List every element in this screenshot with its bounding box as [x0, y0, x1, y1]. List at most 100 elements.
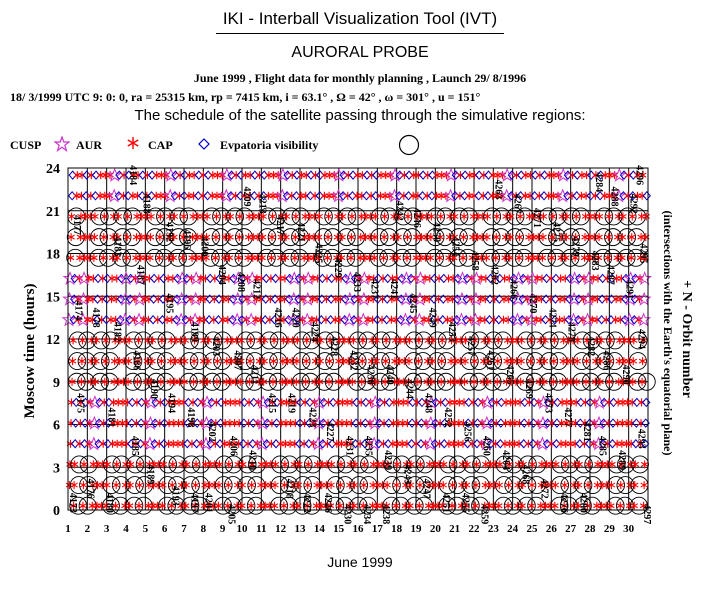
cusp-circle: [181, 476, 200, 495]
orbit-number-label: 4225: [312, 244, 323, 264]
cap-asterisk: [426, 253, 435, 262]
orbit-number-label: 4235: [363, 436, 374, 456]
cap-asterisk: [602, 315, 611, 324]
cap-asterisk: [360, 460, 369, 469]
cap-asterisk: [394, 398, 403, 407]
cap-asterisk: [246, 357, 254, 366]
cap-asterisk: [373, 501, 382, 510]
cap-asterisk: [570, 481, 578, 490]
cap-asterisk: [133, 212, 141, 221]
aur-star: [387, 188, 402, 203]
evpatoria-diamond: [404, 170, 414, 180]
cusp-circle: [482, 228, 501, 247]
cap-asterisk: [303, 481, 312, 490]
evpatoria-diamond: [552, 438, 561, 449]
cap-asterisk: [372, 377, 380, 386]
cap-asterisk: [349, 357, 357, 366]
cap-asterisk: [124, 357, 133, 366]
cap-asterisk: [505, 439, 514, 448]
evpatoria-diamond: [284, 294, 294, 304]
aur-star: [62, 291, 77, 306]
evpatoria-diamond: [103, 438, 113, 449]
cap-asterisk: [348, 377, 357, 386]
orbit-number-label: 4260: [481, 436, 492, 456]
cap-asterisk: [198, 419, 206, 428]
cap-asterisk: [492, 233, 501, 242]
cap-asterisk: [539, 233, 547, 242]
cap-asterisk: [618, 253, 626, 262]
cusp-circle: [202, 228, 221, 247]
evpatoria-diamond: [95, 397, 104, 408]
cap-asterisk: [260, 336, 269, 345]
aur-star: [118, 271, 134, 286]
cusp-circle: [517, 496, 536, 515]
cap-asterisk: [436, 233, 444, 242]
cap-asterisk: [250, 212, 258, 221]
cap-asterisk: [610, 171, 619, 180]
cap-asterisk: [90, 233, 99, 242]
cap-asterisk: [549, 377, 558, 386]
aur-star: [510, 291, 526, 306]
evpatoria-diamond: [599, 418, 608, 428]
cap-asterisk: [226, 398, 235, 407]
cusp-circle: [89, 248, 108, 267]
cap-asterisk: [533, 439, 542, 448]
cap-asterisk: [370, 253, 378, 262]
aur-star: [499, 188, 515, 203]
cap-asterisk: [438, 171, 446, 180]
cap-asterisk: [210, 315, 218, 324]
cap-asterisk: [538, 274, 546, 283]
evpatoria-diamond: [385, 397, 394, 408]
evpatoria-diamond: [451, 170, 460, 180]
cap-asterisk: [432, 191, 441, 200]
cap-asterisk: [507, 212, 515, 221]
cap-asterisk: [176, 171, 184, 180]
cusp-circle: [204, 331, 223, 350]
evpatoria-diamond: [430, 273, 439, 284]
cap-asterisk: [358, 171, 367, 180]
orbit-number-label: 4180: [104, 493, 115, 513]
cap-asterisk: [436, 212, 445, 221]
cusp-circle: [449, 248, 468, 267]
cap-asterisk: [399, 398, 408, 407]
cusp-circle: [540, 352, 559, 371]
evpatoria-diamond: [292, 191, 301, 201]
cap-asterisk: [91, 212, 99, 221]
cap-asterisk: [292, 377, 301, 386]
cap-asterisk: [606, 171, 614, 180]
cap-asterisk: [439, 481, 447, 490]
evpatoria-diamond: [483, 191, 493, 201]
y-tick-label: 6: [53, 419, 60, 434]
cap-asterisk: [175, 191, 184, 200]
cap-asterisk: [256, 336, 264, 345]
cap-asterisk: [114, 212, 123, 221]
evpatoria-diamond: [542, 438, 552, 449]
evpatoria-diamond: [171, 170, 180, 180]
evpatoria-diamond: [149, 273, 159, 284]
aur-star: [142, 415, 158, 430]
cap-asterisk: [266, 501, 274, 510]
cap-asterisk: [458, 481, 466, 490]
cusp-circle: [596, 352, 615, 371]
orbit-number-label: 4268: [519, 464, 530, 484]
evpatoria-diamond: [326, 315, 335, 325]
cap-asterisk: [113, 439, 121, 448]
cap-asterisk: [353, 171, 362, 180]
cusp-circle: [348, 352, 367, 371]
orbit-number-label: 4174: [73, 301, 84, 321]
cusp-circle: [69, 476, 88, 495]
cusp-circle: [550, 331, 568, 350]
cap-asterisk: [334, 212, 342, 221]
evpatoria-diamond: [184, 397, 193, 408]
orbit-number-label: 4210: [247, 450, 258, 470]
aur-star: [423, 415, 439, 430]
cap-asterisk: [637, 233, 645, 242]
cusp-circle: [215, 455, 234, 474]
cusp-circle: [382, 476, 401, 495]
cap-asterisk: [490, 481, 499, 490]
cap-asterisk: [349, 336, 358, 345]
cap-asterisk: [166, 357, 175, 366]
cap-asterisk: [118, 439, 126, 448]
cap-asterisk: [513, 336, 521, 345]
legend-evpatoria-diamond-icon: [198, 138, 210, 150]
